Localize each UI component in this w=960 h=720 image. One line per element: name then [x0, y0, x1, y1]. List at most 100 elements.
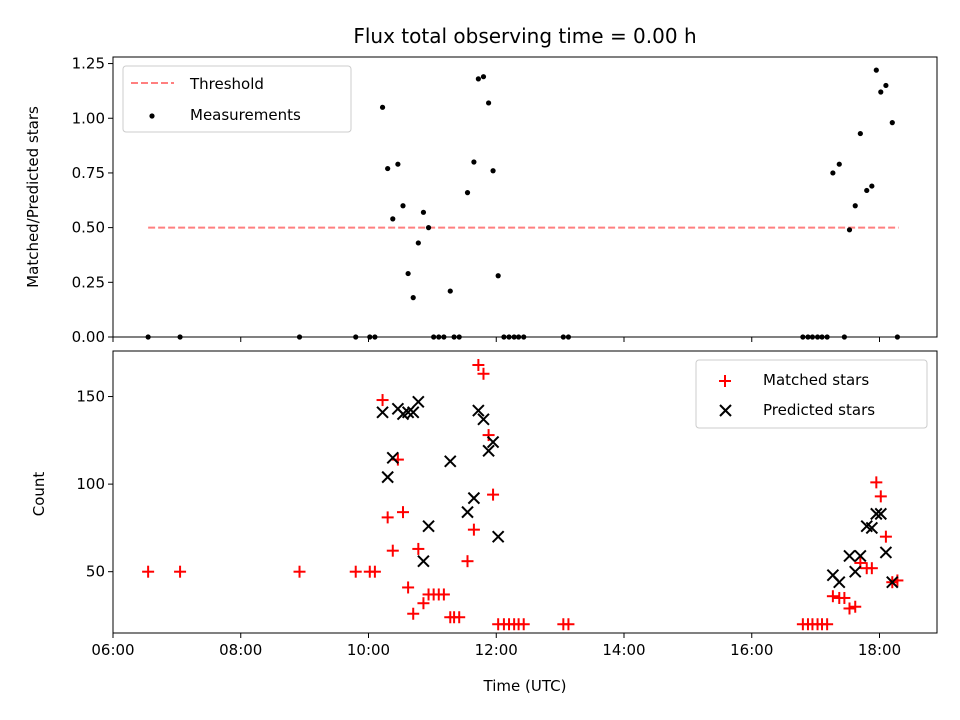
predicted-stars-point — [477, 413, 490, 426]
measurement-point — [395, 161, 401, 167]
measurement-point — [420, 209, 427, 215]
bottom-x-ticks: 06:00 08:00 10:00 12:00 14:00 16:00 18:00 — [91, 633, 901, 659]
bottom-series — [142, 359, 904, 631]
x-tick-label: 10:00 — [347, 641, 390, 659]
x-tick-label: 16:00 — [730, 641, 773, 659]
measurement-point — [830, 170, 836, 176]
predicted-stars-point — [874, 507, 887, 521]
matched-stars-point — [821, 618, 834, 631]
predicted-stars-point — [444, 455, 457, 468]
predicted-stars-point — [376, 406, 389, 419]
y-tick-label: 0.25 — [72, 273, 105, 291]
matched-stars-point — [349, 565, 362, 578]
y-tick-label: 0.50 — [72, 219, 105, 237]
measurement-point — [873, 67, 879, 73]
measurement-point — [400, 203, 406, 209]
predicted-stars-point — [381, 470, 394, 484]
top-panel: 0.00 0.25 0.50 0.75 1.00 1.25 Matched/Predict… — [24, 55, 938, 346]
predicted-stars-point — [417, 554, 430, 568]
measurement-point — [405, 270, 411, 277]
matched-stars-point — [402, 581, 415, 594]
predicted-stars-point — [472, 404, 485, 417]
y-tick-label: 1.00 — [72, 109, 105, 127]
measurement-point — [390, 216, 396, 222]
matched-stars-point — [412, 542, 425, 555]
bottom-panel: 50 100 150 06:00 08:00 10:00 12:00 14:00 16:00 1… — [30, 350, 938, 695]
top-series — [145, 67, 900, 340]
x-tick-label: 12:00 — [475, 641, 518, 659]
matched-stars-point — [874, 490, 887, 503]
measurement-point — [447, 288, 453, 294]
top-legend-box — [122, 65, 352, 133]
predicted-stars-point — [422, 519, 435, 533]
predicted-stars-point — [886, 575, 899, 589]
matched-stars-point — [517, 618, 530, 631]
measurement-point — [425, 225, 432, 231]
measurement-point — [385, 165, 391, 172]
matched-stars-point — [849, 600, 862, 613]
legend-threshold-label: Threshold — [189, 75, 264, 93]
matched-stars-point — [293, 565, 306, 578]
measurement-point — [878, 89, 884, 95]
measurement-point — [864, 187, 870, 194]
measurement-point — [857, 130, 863, 137]
predicted-stars-point — [865, 521, 879, 535]
legend-matched-label: Matched stars — [763, 371, 869, 389]
matched-stars-point — [461, 555, 474, 568]
top-y-axis-label: Matched/Predicted stars — [24, 106, 42, 288]
predicted-stars-point — [407, 406, 420, 419]
predicted-stars-point — [461, 505, 474, 519]
measurement-point — [889, 120, 895, 126]
y-tick-label: 1.25 — [72, 55, 105, 73]
measurement-point — [485, 100, 492, 106]
legend-measurements-swatch — [149, 113, 155, 119]
legend-matched-swatch — [719, 375, 731, 387]
x-tick-label: 06:00 — [91, 641, 134, 659]
matched-stars-point — [838, 591, 851, 604]
predicted-stars-point — [467, 491, 481, 505]
y-tick-label: 0.00 — [72, 328, 105, 346]
predicted-stars-point — [843, 549, 856, 563]
y-tick-label: 150 — [76, 388, 105, 406]
legend-predicted-swatch — [719, 404, 732, 417]
matched-stars-point — [562, 618, 575, 631]
x-tick-label: 14:00 — [602, 641, 645, 659]
x-tick-label: 18:00 — [858, 641, 901, 659]
legend-predicted-label: Predicted stars — [763, 401, 875, 419]
predicted-stars-point — [854, 549, 867, 563]
matched-stars-point — [865, 562, 878, 575]
top-legend: Threshold Measurements — [122, 65, 352, 133]
matched-stars-point — [453, 611, 466, 624]
measurement-point — [852, 203, 858, 209]
matched-stars-point — [381, 511, 394, 524]
matched-stars-point — [437, 588, 450, 601]
matched-stars-point — [396, 506, 409, 519]
matched-stars-point — [368, 565, 381, 578]
top-y-ticks: 0.00 0.25 0.50 0.75 1.00 1.25 — [72, 55, 113, 346]
matched-stars-point — [386, 544, 399, 557]
top-x-ticks — [112, 337, 881, 342]
matched-stars-point — [843, 602, 856, 615]
y-tick-label: 50 — [86, 563, 105, 581]
matched-stars-point — [482, 429, 495, 442]
measurement-point — [495, 273, 501, 279]
matched-stars-point — [826, 590, 839, 603]
measurement-point — [410, 295, 416, 301]
matched-stars-point — [142, 565, 155, 578]
y-tick-label: 0.75 — [72, 164, 105, 182]
measurement-point — [869, 183, 875, 189]
bottom-y-ticks: 50 100 150 — [76, 388, 113, 581]
measurement-point — [883, 82, 889, 89]
y-tick-label: 100 — [76, 475, 105, 493]
predicted-stars-point — [491, 530, 505, 543]
measurement-point — [471, 159, 477, 165]
legend-measurements-label: Measurements — [190, 106, 301, 124]
matched-stars-point — [174, 565, 187, 578]
top-plot-frame — [112, 56, 938, 338]
predicted-stars-point — [401, 406, 415, 419]
x-axis-label: Time (UTC) — [483, 677, 567, 695]
matched-stars-point — [487, 488, 500, 501]
predicted-stars-point — [833, 575, 846, 589]
predicted-stars-point — [849, 565, 862, 578]
